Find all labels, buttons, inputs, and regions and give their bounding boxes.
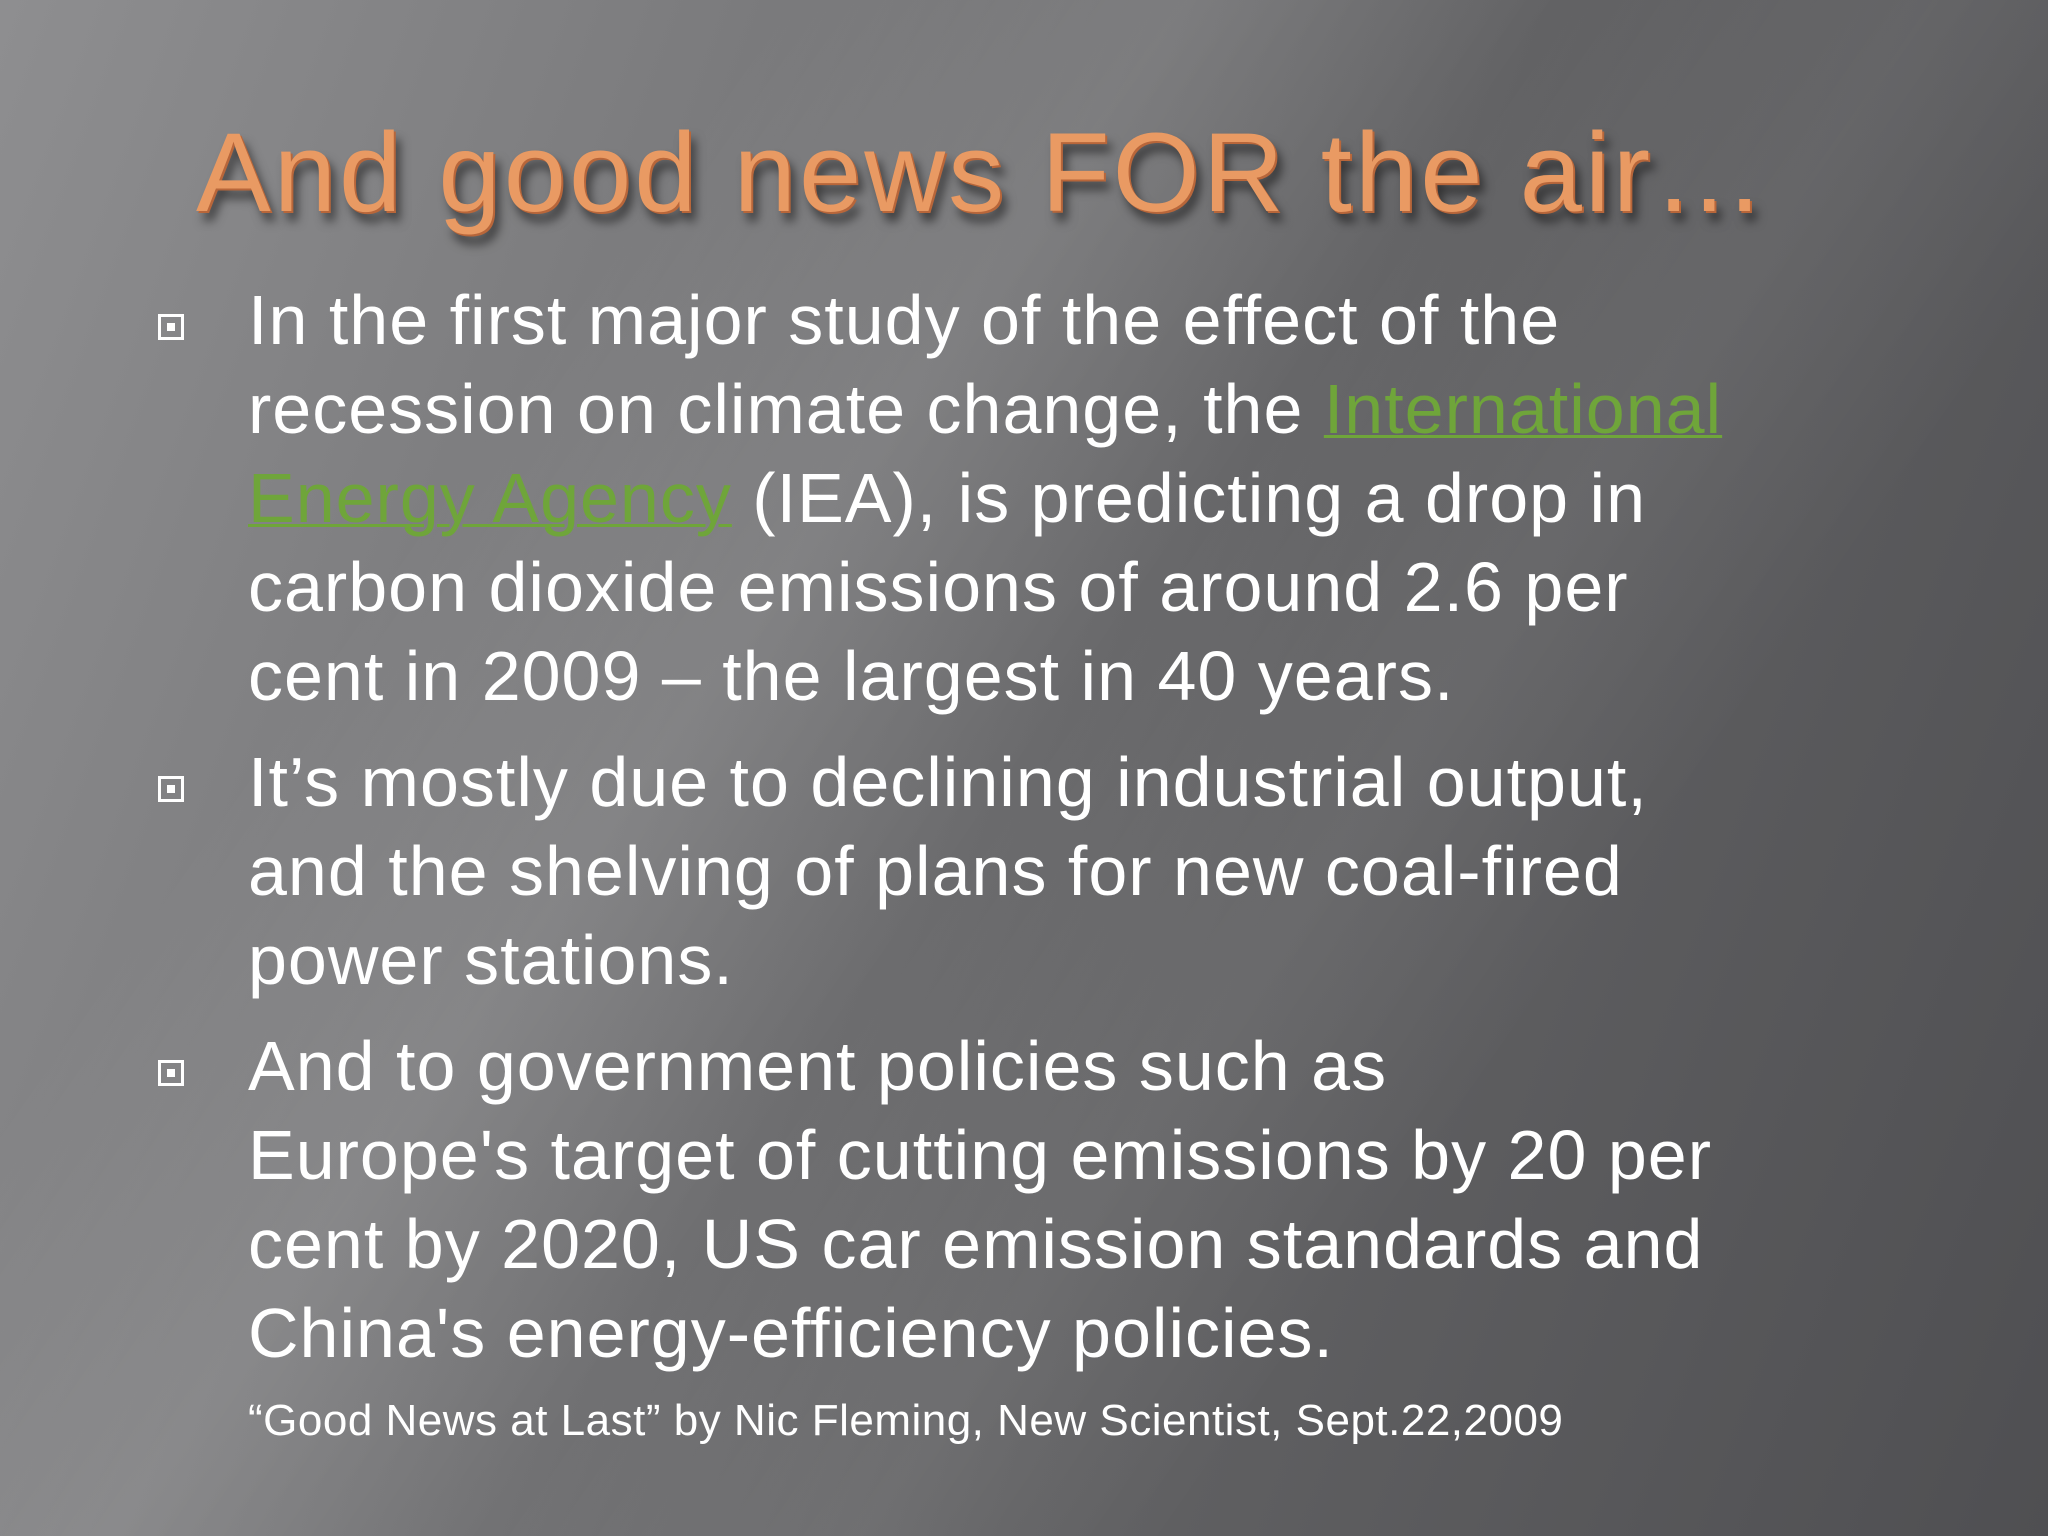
- iea-link[interactable]: International: [1323, 370, 1723, 448]
- bullet-text: (IEA), is predicting a drop in: [731, 459, 1647, 537]
- bullet-line: In the first major study of the effect o…: [248, 281, 1561, 359]
- bullet-line: It’s mostly due to declining industrial …: [248, 743, 1648, 821]
- citation: “Good News at Last” by Nic Fleming, New …: [248, 1396, 1564, 1445]
- bullet-line: China's energy-efficiency policies.: [248, 1294, 1334, 1372]
- bullet-line: Energy Agency (IEA), is predicting a dro…: [248, 454, 1722, 543]
- bullet-line: cent by 2020, US car emission standards …: [248, 1205, 1704, 1283]
- bullet-line: recession on climate change, the Interna…: [248, 365, 1722, 454]
- bullet-line: cent in 2009 – the largest in 40 years.: [248, 637, 1455, 715]
- bullet-line: And to government policies such as: [248, 1027, 1388, 1105]
- bullet-line: Europe's target of cutting emissions by …: [248, 1116, 1713, 1194]
- bullet-square-icon: [158, 1060, 184, 1086]
- iea-link-continued[interactable]: Energy Agency: [248, 459, 732, 537]
- bullet-text: recession on climate change, the: [248, 370, 1324, 448]
- bullet-item: In the first major study of the effect o…: [158, 276, 1722, 721]
- bullet-line: and the shelving of plans for new coal-f…: [248, 832, 1623, 910]
- bullet-square-icon: [158, 314, 184, 340]
- bullet-line: carbon dioxide emissions of around 2.6 p…: [248, 548, 1629, 626]
- bullet-line: power stations.: [248, 921, 734, 999]
- slide-title: And good news FOR the air…: [196, 110, 1769, 235]
- bullet-item: It’s mostly due to declining industrial …: [158, 738, 1648, 1005]
- bullet-square-icon: [158, 776, 184, 802]
- bullet-item: And to government policies such as Europ…: [158, 1022, 1713, 1378]
